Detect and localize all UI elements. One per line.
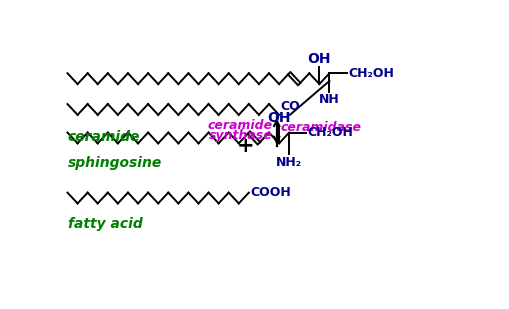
Text: ceramide: ceramide xyxy=(208,119,273,132)
Text: sphingosine: sphingosine xyxy=(68,156,162,170)
Text: synthase: synthase xyxy=(209,129,273,142)
Text: OH: OH xyxy=(267,111,291,125)
Text: CH₂OH: CH₂OH xyxy=(348,67,394,80)
Text: +: + xyxy=(237,136,254,156)
Text: ceramide: ceramide xyxy=(68,130,140,144)
Text: ceramidase: ceramidase xyxy=(280,121,361,134)
Text: CH₂OH: CH₂OH xyxy=(308,126,354,139)
Text: fatty acid: fatty acid xyxy=(68,217,142,231)
Text: NH₂: NH₂ xyxy=(276,156,302,169)
Text: COOH: COOH xyxy=(250,186,291,199)
Text: OH: OH xyxy=(307,52,331,66)
Text: NH: NH xyxy=(319,93,340,106)
Text: CO: CO xyxy=(280,100,300,113)
